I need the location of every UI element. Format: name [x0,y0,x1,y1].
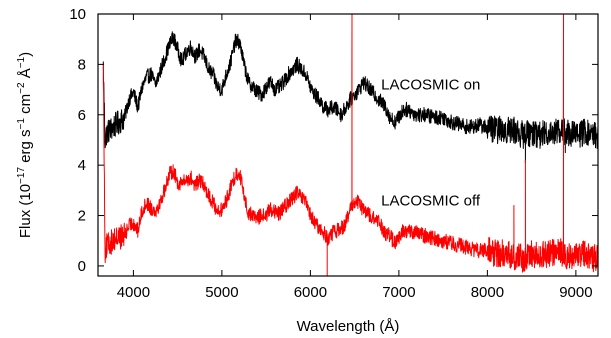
y-tick-label: 10 [69,6,86,23]
y-axis-title-exp1: −17 [16,167,27,184]
y-axis-title-exp4: −1 [16,56,27,68]
annotation-lacosmic-on: LACOSMIC on [381,77,480,94]
y-tick-label: 6 [78,107,86,124]
x-tick-label: 8000 [471,284,504,301]
x-tick-label: 6000 [294,284,327,301]
series-layer [102,14,598,276]
y-axis-title-mid1: erg s [17,129,34,167]
y-axis-title-prefix: Flux (10 [17,184,34,238]
y-axis-ticks: 0 2 4 6 8 10 [69,6,598,275]
y-tick-label: 8 [78,56,86,73]
x-tick-label: 4000 [117,284,150,301]
annotation-lacosmic-off: LACOSMIC off [381,192,481,209]
x-axis-title: Wavelength (Å) [297,318,400,335]
y-tick-label: 0 [78,258,86,275]
y-axis-title-exp3: −2 [16,82,27,94]
series-lacosmic-off-line [102,14,598,276]
x-tick-label: 5000 [205,284,238,301]
x-tick-label: 9000 [559,284,592,301]
y-tick-label: 4 [78,157,86,174]
y-axis-title-mid2: cm [17,94,34,118]
plot-frame [97,13,599,277]
y-tick-label: 2 [78,208,86,225]
y-axis-title-suffix: ) [17,52,34,57]
series-lacosmic-on-line [102,14,598,164]
y-axis-title-exp2: −1 [16,118,27,130]
y-axis-title: Flux (10−17 erg s−1 cm−2 Å−1) [16,52,34,238]
y-axis-title-mid3: Å [17,68,34,82]
x-axis-ticks: 4000 5000 6000 7000 8000 9000 [117,14,593,301]
x-tick-label: 7000 [382,284,415,301]
